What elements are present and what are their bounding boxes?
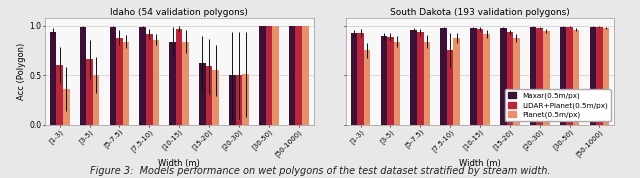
Bar	[146, 34, 152, 125]
Bar	[513, 38, 520, 125]
Bar	[152, 40, 159, 125]
Bar	[272, 26, 278, 125]
Title: Idaho (54 validation polygons): Idaho (54 validation polygons)	[110, 8, 248, 17]
Bar	[242, 74, 249, 125]
Bar	[56, 65, 63, 125]
Bar	[507, 32, 513, 125]
Text: Figure 3:  Models performance on wet polygons of the test dataset stratified by : Figure 3: Models performance on wet poly…	[90, 166, 550, 176]
Bar	[236, 75, 242, 125]
Bar	[394, 41, 400, 125]
Bar	[440, 28, 447, 125]
Bar	[170, 41, 176, 125]
Y-axis label: Acc (Polygon): Acc (Polygon)	[17, 43, 26, 100]
Bar	[560, 27, 566, 125]
Bar	[182, 41, 189, 125]
Bar	[381, 36, 387, 125]
Bar	[357, 33, 364, 125]
Bar	[289, 26, 296, 125]
Bar	[566, 27, 573, 125]
Bar	[447, 50, 453, 125]
X-axis label: Width (m): Width (m)	[459, 159, 501, 168]
Bar	[266, 26, 272, 125]
Bar	[530, 27, 536, 125]
Bar	[453, 38, 460, 125]
Bar	[477, 29, 483, 125]
Bar	[176, 29, 182, 125]
Bar	[589, 27, 596, 125]
Bar	[229, 75, 236, 125]
Bar	[596, 27, 603, 125]
Bar	[302, 26, 308, 125]
Bar	[93, 75, 99, 125]
Bar	[417, 32, 424, 125]
Bar	[351, 33, 357, 125]
Title: South Dakota (193 validation polygons): South Dakota (193 validation polygons)	[390, 8, 570, 17]
Bar	[116, 38, 123, 125]
Bar	[410, 30, 417, 125]
Bar	[483, 34, 490, 125]
Bar	[364, 50, 371, 125]
Bar	[603, 28, 609, 125]
X-axis label: Width (m): Width (m)	[158, 159, 200, 168]
Bar	[199, 63, 206, 125]
Bar	[470, 28, 477, 125]
Legend: Maxar(0.5m/px), LiDAR+Planet(0.5m/px), Planet(0.5m/px): Maxar(0.5m/px), LiDAR+Planet(0.5m/px), P…	[505, 89, 611, 121]
Bar	[206, 66, 212, 125]
Bar	[573, 30, 579, 125]
Bar	[50, 32, 56, 125]
Bar	[259, 26, 266, 125]
Bar	[387, 37, 394, 125]
Bar	[212, 70, 219, 125]
Bar	[500, 28, 507, 125]
Bar	[296, 26, 302, 125]
Bar	[86, 59, 93, 125]
Bar	[109, 27, 116, 125]
Bar	[424, 41, 430, 125]
Bar	[543, 31, 550, 125]
Bar	[536, 28, 543, 125]
Bar	[123, 41, 129, 125]
Bar	[63, 89, 70, 125]
Bar	[140, 27, 146, 125]
Bar	[80, 27, 86, 125]
